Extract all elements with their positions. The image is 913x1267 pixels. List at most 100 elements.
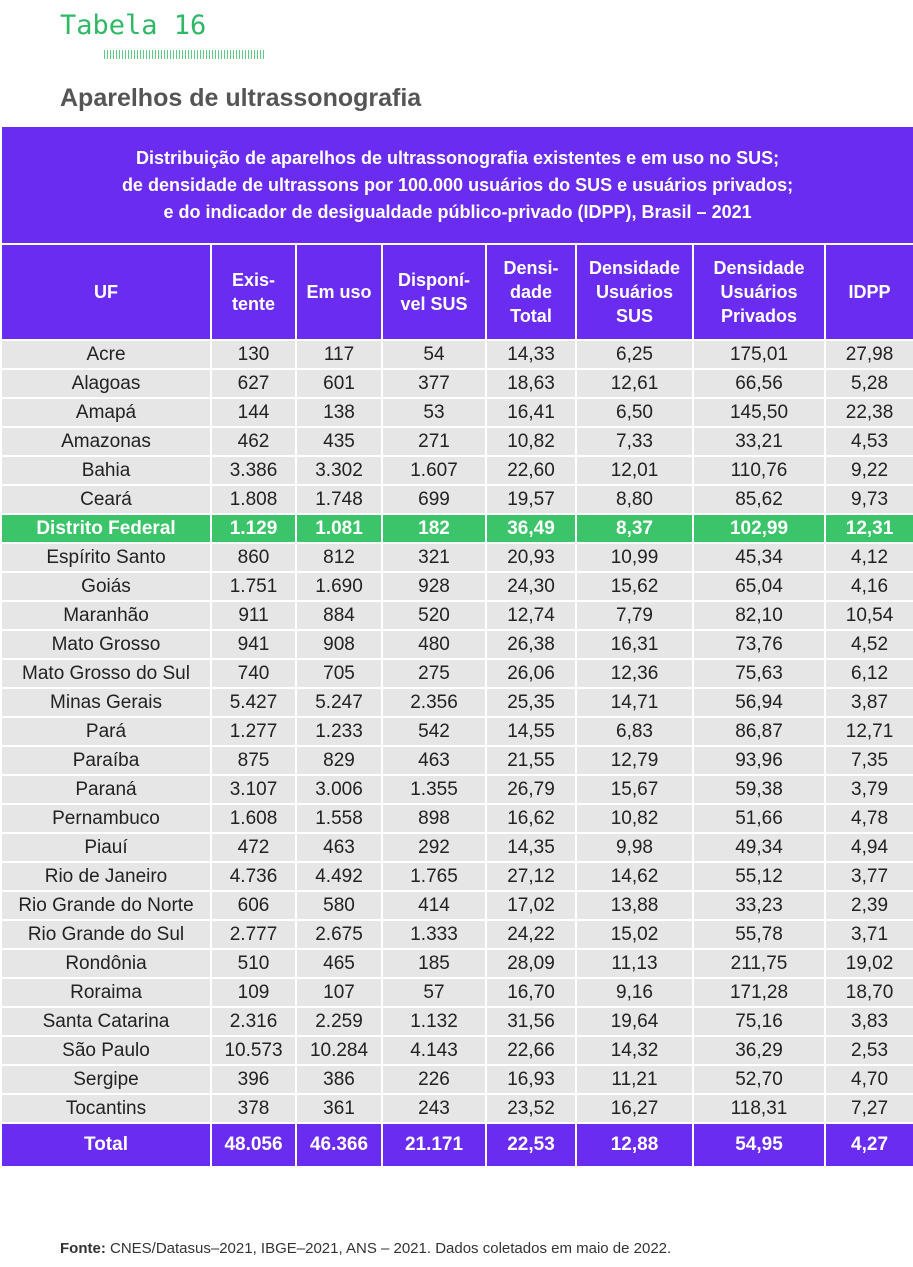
header-line: Densidade xyxy=(588,258,681,278)
column-header: Densidade Usuários Privados xyxy=(692,243,826,341)
source: Fonte: CNES/Datasus–2021, IBGE–2021, ANS… xyxy=(60,1240,671,1257)
data-row: Goiás 1.751 1.690 928 24,30 15,62 65,04 4,16 xyxy=(0,571,913,602)
cell: 542 xyxy=(381,716,487,747)
cell: 705 xyxy=(295,658,383,689)
data-row: Mato Grosso do Sul 740 705 275 26,06 12,36 75,… xyxy=(0,658,913,689)
cell: São Paulo xyxy=(0,1035,212,1066)
cell: 1.751 xyxy=(210,571,297,602)
header-line: Total xyxy=(510,306,552,326)
cell: Distrito Federal xyxy=(0,513,212,544)
cell: 49,34 xyxy=(692,832,826,863)
cell: 1.277 xyxy=(210,716,297,747)
cell: 4,12 xyxy=(823,542,913,573)
cell: Bahia xyxy=(0,455,212,486)
cell: 22,38 xyxy=(823,397,913,428)
cell: 27,12 xyxy=(485,861,577,892)
cell: 12,74 xyxy=(485,600,577,631)
cell: 175,01 xyxy=(692,339,826,370)
column-header: UF xyxy=(0,243,212,341)
cell: 9,73 xyxy=(823,484,913,515)
cell: 59,38 xyxy=(692,774,826,805)
cell: Amazonas xyxy=(0,426,212,457)
cell: 226 xyxy=(381,1064,487,1095)
data-row: Bahia 3.386 3.302 1.607 22,60 12,01 110,76 9,22 xyxy=(0,455,913,486)
cell: 4,52 xyxy=(823,629,913,660)
cell: 55,78 xyxy=(692,919,826,950)
cell: 7,33 xyxy=(575,426,694,457)
caption-line: e do indicador de desigualdade público-p… xyxy=(163,201,752,222)
cell: Mato Grosso do Sul xyxy=(0,658,212,689)
cell: 1.608 xyxy=(210,803,297,834)
cell: 3.302 xyxy=(295,455,383,486)
cell: 145,50 xyxy=(692,397,826,428)
data-row: Rio de Janeiro 4.736 4.492 1.765 27,12 14,62 5… xyxy=(0,861,913,892)
cell: Roraima xyxy=(0,977,212,1008)
cell: 16,31 xyxy=(575,629,694,660)
cell: 93,96 xyxy=(692,745,826,776)
data-row: Roraima 109 107 57 16,70 9,16 171,28 18,70 xyxy=(0,977,913,1008)
cell: 182 xyxy=(381,513,487,544)
column-header: Disponí-vel SUS xyxy=(381,243,487,341)
cell: 606 xyxy=(210,890,297,921)
cell: 6,12 xyxy=(823,658,913,689)
cell: 520 xyxy=(381,600,487,631)
cell: 275 xyxy=(381,658,487,689)
data-row: Maranhão 911 884 520 12,74 7,79 82,10 10,54 xyxy=(0,600,913,631)
table-title: Aparelhos de ultrassonografia xyxy=(60,84,422,112)
cell: 9,98 xyxy=(575,832,694,863)
cell: 10.284 xyxy=(295,1035,383,1066)
cell: 11,13 xyxy=(575,948,694,979)
cell: 378 xyxy=(210,1093,297,1124)
cell: 7,35 xyxy=(823,745,913,776)
cell: 20,93 xyxy=(485,542,577,573)
cell: 3,79 xyxy=(823,774,913,805)
data-row: Rio Grande do Sul 2.777 2.675 1.333 24,22 15,… xyxy=(0,919,913,950)
cell: Sergipe xyxy=(0,1064,212,1095)
header-line: tente xyxy=(231,294,275,314)
cell: Maranhão xyxy=(0,600,212,631)
cell: 1.333 xyxy=(381,919,487,950)
cell: 740 xyxy=(210,658,297,689)
cell: 12,36 xyxy=(575,658,694,689)
caption: Distribuição de aparelhos de ultrassonog… xyxy=(0,125,913,245)
data-row: Sergipe 396 386 226 16,93 11,21 52,70 4,70 xyxy=(0,1064,913,1095)
data-row: Pará 1.277 1.233 542 14,55 6,83 86,87 12,71 xyxy=(0,716,913,747)
cell: 52,70 xyxy=(692,1064,826,1095)
cell: 21,55 xyxy=(485,745,577,776)
cell: 2,53 xyxy=(823,1035,913,1066)
cell: 396 xyxy=(210,1064,297,1095)
cell: 15,67 xyxy=(575,774,694,805)
cell: 19,02 xyxy=(823,948,913,979)
data-row: Amapá 144 138 53 16,41 6,50 145,50 22,38 xyxy=(0,397,913,428)
cell: 13,88 xyxy=(575,890,694,921)
cell: Paraíba xyxy=(0,745,212,776)
cell: 12,71 xyxy=(823,716,913,747)
cell: 6,25 xyxy=(575,339,694,370)
cell: 3.006 xyxy=(295,774,383,805)
header-line: dade xyxy=(509,282,552,302)
cell: 1.765 xyxy=(381,861,487,892)
cell: 75,63 xyxy=(692,658,826,689)
cell: 19,57 xyxy=(485,484,577,515)
cell: 5,28 xyxy=(823,368,913,399)
cell: Pernambuco xyxy=(0,803,212,834)
data-row: Paraíba 875 829 463 21,55 12,79 93,96 7,35 xyxy=(0,745,913,776)
cell: 472 xyxy=(210,832,297,863)
cell: 18,70 xyxy=(823,977,913,1008)
cell: 75,16 xyxy=(692,1006,826,1037)
cell: 361 xyxy=(295,1093,383,1124)
cell: 8,80 xyxy=(575,484,694,515)
cell: 12,79 xyxy=(575,745,694,776)
cell: 54 xyxy=(381,339,487,370)
total-row: Total 48.056 46.366 21.171 22,53 12,88 54,95 4,… xyxy=(0,1122,913,1168)
cell: 56,94 xyxy=(692,687,826,718)
cell: Rondônia xyxy=(0,948,212,979)
header-line: Exis- xyxy=(231,270,276,290)
cell: Minas Gerais xyxy=(0,687,212,718)
cell: 14,32 xyxy=(575,1035,694,1066)
cell: 4,78 xyxy=(823,803,913,834)
column-header: Densi-dade Total xyxy=(485,243,577,341)
cell: 36,49 xyxy=(485,513,577,544)
cell: 14,35 xyxy=(485,832,577,863)
cell: 699 xyxy=(381,484,487,515)
